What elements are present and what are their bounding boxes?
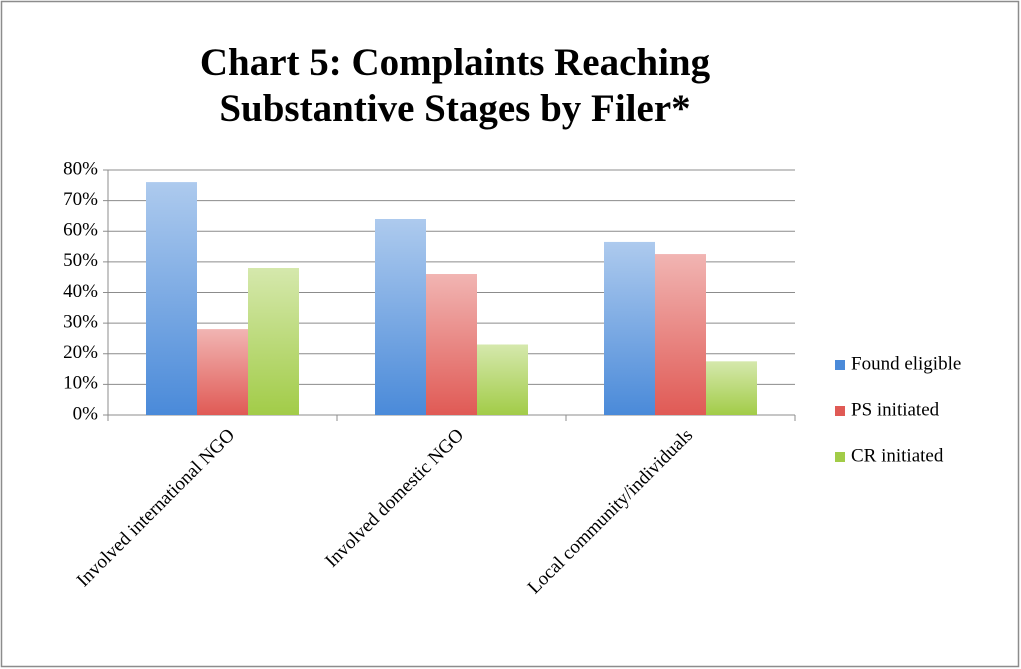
y-tick-label: 50% (63, 250, 98, 271)
bar-shine (655, 254, 706, 415)
y-tick-label: 0% (73, 403, 99, 424)
bar-shine (248, 268, 299, 415)
bar-shine (197, 329, 248, 415)
legend-swatch (835, 360, 845, 370)
legend-swatch (835, 406, 845, 416)
legend-label: CR initiated (851, 445, 944, 466)
bar-shine (146, 182, 197, 415)
legend-label: PS initiated (851, 399, 940, 420)
y-tick-label: 10% (63, 373, 98, 394)
bar-shine (604, 241, 655, 415)
y-tick-label: 40% (63, 281, 98, 302)
bar-shine (477, 344, 528, 415)
y-tick-label: 60% (63, 220, 98, 241)
y-tick-label: 30% (63, 311, 98, 332)
y-tick-label: 80% (63, 158, 98, 179)
legend-label: Found eligible (851, 353, 961, 374)
x-tick-label: Involved international NGO (73, 425, 239, 591)
legend-swatch (835, 452, 845, 462)
bar-shine (426, 274, 477, 415)
bar-shine (375, 219, 426, 415)
bar-shine (706, 361, 757, 415)
y-tick-label: 70% (63, 189, 98, 210)
y-tick-label: 20% (63, 342, 98, 363)
x-tick-label: Local community/individuals (524, 425, 697, 598)
chart-title: Chart 5: Complaints Reaching Substantive… (199, 41, 711, 130)
x-tick-label: Involved domestic NGO (321, 425, 468, 572)
